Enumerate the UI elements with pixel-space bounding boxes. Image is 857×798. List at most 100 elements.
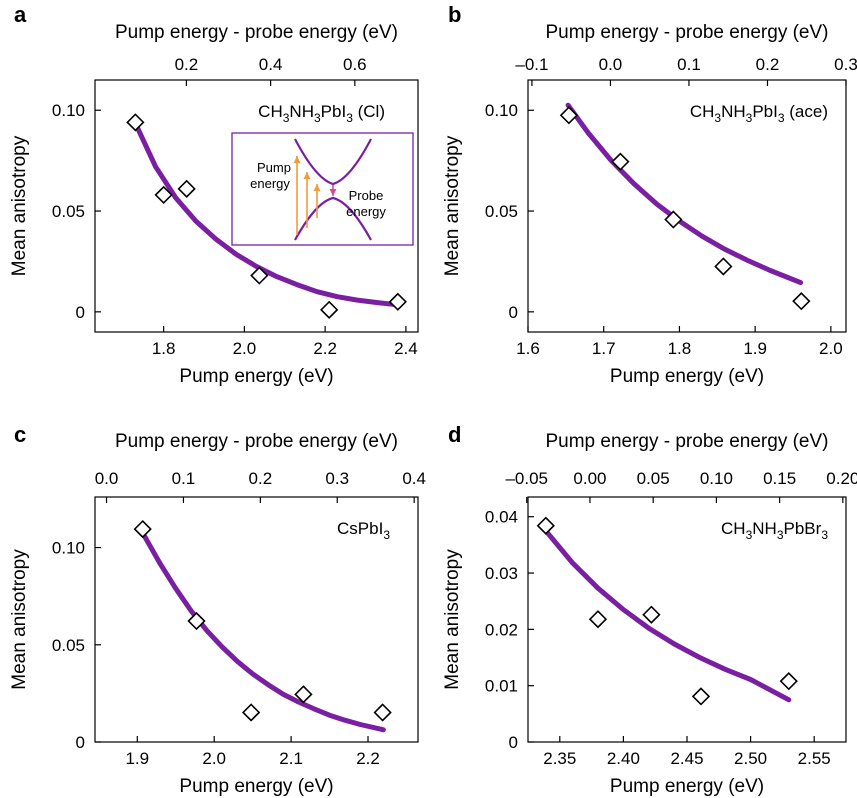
label-subscript: 3 [714, 111, 721, 125]
x-tick-label: 1.6 [516, 339, 540, 358]
label-text: (ace) [785, 102, 828, 121]
y-tick-label: 0 [76, 733, 85, 752]
pump-arrow-head [313, 184, 321, 191]
y-axis-label: Mean anisotropy [9, 135, 30, 276]
data-point [177, 179, 196, 198]
plot-frame [527, 79, 847, 333]
data-point [691, 687, 711, 706]
y-tick-label: 0.10 [485, 101, 518, 120]
label-text: CH [258, 102, 283, 121]
data-point [154, 185, 173, 205]
top-x-tick-label: 0.4 [402, 469, 426, 488]
inset-probe-label: Probe [349, 188, 384, 203]
top-x-tick-label: 0.15 [763, 469, 796, 488]
data-point [320, 300, 339, 319]
y-tick-label: 0.10 [52, 539, 85, 558]
y-tick-label: 0 [509, 733, 518, 752]
x-tick-label: 2.35 [543, 749, 576, 768]
data-point [779, 672, 798, 691]
data-point [588, 610, 608, 629]
top-x-tick-label: 0.2 [175, 55, 199, 74]
sample-label: CsPbI3 [337, 519, 390, 542]
data-point [559, 106, 579, 125]
label-subscript: 3 [283, 111, 290, 125]
label-text: (Cl) [353, 102, 385, 121]
x-axis-label: Pump energy (eV) [179, 776, 333, 797]
label-subscript: 3 [746, 111, 753, 125]
y-axis-label: Mean anisotropy [442, 135, 463, 276]
label-text: NH [289, 102, 314, 121]
panel-d: d 2.35 2.40 2.45 2.50 2.55 –0.05 0.00 0.05 0.10 0.… [442, 422, 857, 797]
y-tick-label: 0 [509, 303, 518, 322]
inset-probe-label: energy [346, 204, 386, 219]
top-x-axis-label: Pump energy - probe energy (eV) [545, 22, 828, 43]
pump-arrow-head [293, 156, 301, 163]
pump-arrow-head [303, 172, 311, 179]
x-tick-label: 1.8 [152, 339, 176, 358]
panel-letter: c [14, 422, 26, 447]
top-x-tick-label: 0.0 [95, 469, 119, 488]
label-text: PbBr [784, 519, 822, 538]
y-tick-label: 0.04 [485, 508, 518, 527]
panel-letter: b [448, 2, 461, 27]
y-tick-label: 0.05 [52, 202, 85, 221]
fit-curve [565, 102, 804, 286]
label-subscript: 3 [314, 111, 321, 125]
x-tick-label: 1.7 [592, 339, 616, 358]
data-point [373, 703, 392, 722]
y-tick-label: 0 [76, 303, 85, 322]
x-tick-label: 2.2 [356, 749, 380, 768]
top-x-tick-label: 0.3 [834, 55, 857, 74]
x-tick-label: 1.9 [125, 749, 149, 768]
top-x-axis-label: Pump energy - probe energy (eV) [115, 431, 398, 452]
label-text: CH [721, 519, 746, 538]
label-text: CsPbI [337, 519, 383, 538]
y-tick-label: 0.02 [485, 620, 518, 639]
label-text: CH [690, 102, 715, 121]
x-tick-label: 2.4 [394, 339, 418, 358]
fit-curve [543, 528, 792, 703]
inset-frame [231, 132, 414, 246]
top-x-tick-label: 0.00 [573, 469, 606, 488]
y-tick-label: 0.05 [52, 636, 85, 655]
y-tick-label: 0.01 [485, 677, 518, 696]
probe-arrow-head [329, 189, 337, 196]
x-tick-label: 2.40 [607, 749, 640, 768]
fit-curve [140, 530, 386, 733]
sample-label: CH3NH3PbI3 (ace) [690, 102, 828, 125]
x-axis-label: Pump energy (eV) [610, 776, 764, 797]
top-x-tick-label: 0.3 [325, 469, 349, 488]
label-subscript: 3 [383, 528, 390, 542]
panel-b: b 1.6 1.7 1.8 1.9 2.0 –0.1 0.0 0.1 0.2 0.3 0 0.05 0.1… [442, 2, 857, 387]
label-subscript: 3 [778, 111, 785, 125]
fit-curve [132, 120, 401, 308]
label-subscript: 3 [821, 528, 828, 542]
top-x-tick-label: 0.1 [677, 55, 701, 74]
top-x-axis-label: Pump energy - probe energy (eV) [115, 22, 398, 43]
label-subscript: 3 [346, 111, 353, 125]
panel-letter: d [448, 422, 461, 447]
top-x-tick-label: 0.2 [249, 469, 273, 488]
x-tick-label: 2.45 [670, 749, 703, 768]
inset-pump-label: Pump [257, 160, 291, 175]
label-text: PbI [321, 102, 347, 121]
y-tick-label: 0.03 [485, 564, 518, 583]
data-point [126, 113, 145, 132]
data-point [792, 292, 811, 311]
top-x-tick-label: 0.4 [259, 55, 283, 74]
data-point [642, 605, 661, 624]
x-tick-label: 2.1 [279, 749, 303, 768]
data-point [241, 703, 261, 722]
data-point [250, 266, 269, 285]
top-x-axis-label: Pump energy - probe energy (eV) [545, 431, 828, 452]
x-tick-label: 2.0 [233, 339, 257, 358]
data-point [294, 685, 313, 704]
label-text: NH [752, 519, 777, 538]
top-x-tick-label: 0.1 [172, 469, 196, 488]
top-x-tick-label: –0.05 [505, 469, 548, 488]
top-x-tick-label: 0.6 [343, 55, 367, 74]
top-x-tick-label: 0.2 [756, 55, 780, 74]
top-x-tick-label: 0.0 [599, 55, 623, 74]
